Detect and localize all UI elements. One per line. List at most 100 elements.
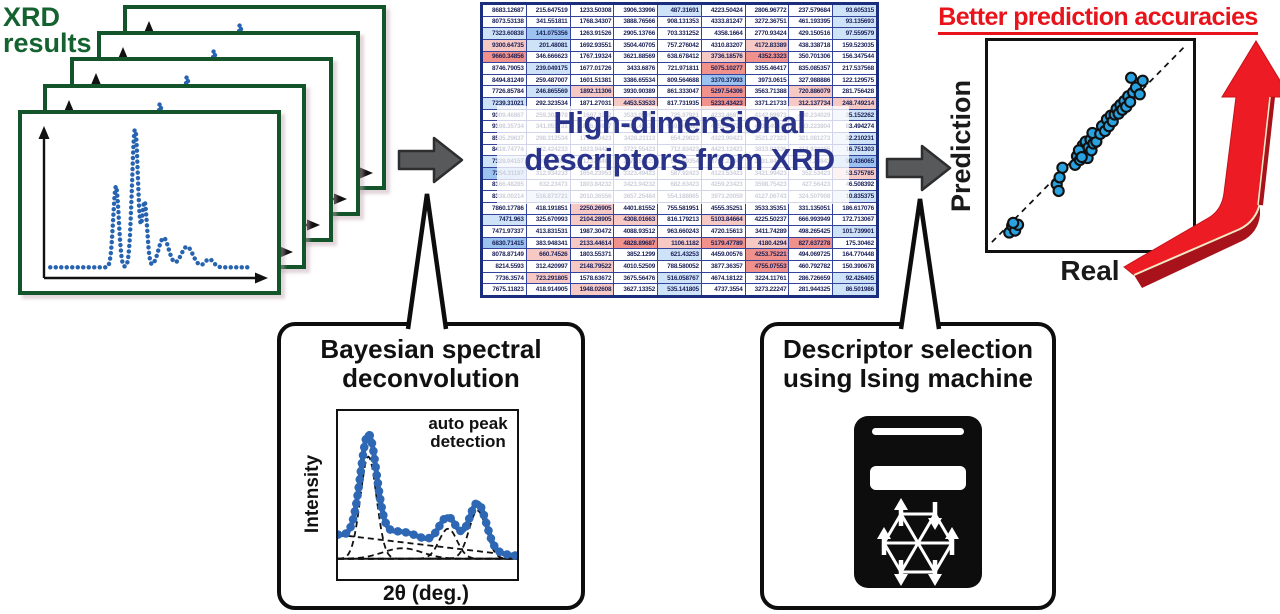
table-cell: 788.580052 — [658, 261, 701, 272]
table-cell: 5179.47789 — [701, 237, 745, 249]
table-cell: 3973.0615 — [745, 74, 789, 86]
table-cell: 3273.22247 — [745, 284, 789, 295]
table-cell: 186.617076 — [833, 202, 876, 214]
table-cell: 660.74526 — [526, 249, 570, 261]
table-cell: 325.670993 — [526, 214, 570, 226]
table-cell: 755.581951 — [658, 202, 701, 214]
table-cell: 350.701306 — [789, 51, 833, 63]
table-cell: 53.575785 — [833, 167, 876, 179]
table-cell: 164.770448 — [833, 249, 876, 261]
table-cell: 4308.01663 — [614, 214, 658, 226]
bayesian-callout-tail — [405, 193, 449, 330]
table-cell: 1106.1182 — [658, 237, 701, 249]
table-cell: 963.660243 — [658, 226, 701, 237]
auto-peak-annotation: auto peak detection — [428, 414, 508, 451]
table-cell: 8683.12687 — [483, 5, 526, 16]
table-cell: 413.831531 — [526, 226, 570, 237]
table-cell: 4755.07553 — [745, 261, 789, 272]
table-cell: 4358.1664 — [701, 28, 745, 39]
table-cell: 666.993949 — [789, 214, 833, 226]
table-cell: 720.886079 — [789, 86, 833, 98]
table-cell: 83.494274 — [833, 121, 876, 133]
table-cell: 4225.50237 — [745, 214, 789, 226]
table-cell: 7323.60838 — [483, 28, 526, 39]
table-cell: 93.605315 — [833, 5, 876, 16]
table-cell: 723.291805 — [526, 272, 570, 284]
scatter-canvas — [991, 45, 1186, 243]
table-cell: 438.338718 — [789, 39, 833, 51]
table-cell: 5103.84664 — [701, 214, 745, 226]
table-cell: 248.749214 — [833, 98, 876, 109]
table-cell: 175.30462 — [833, 237, 876, 249]
table-cell: 346.666623 — [526, 51, 570, 63]
scatter-points — [991, 45, 1186, 243]
table-cell: 1263.91526 — [570, 28, 614, 39]
table-cell: 237.579684 — [789, 5, 833, 16]
table-cell: 3272.36751 — [745, 16, 789, 28]
table-cell: 331.135051 — [789, 202, 833, 214]
table-cell: 86.501986 — [833, 284, 876, 295]
table-cell: 286.726659 — [789, 272, 833, 284]
xrd-spectrum-plot — [38, 126, 268, 284]
table-cell: 150.390678 — [833, 261, 876, 272]
table-cell: 3627.13352 — [614, 284, 658, 295]
xrd-panel — [18, 110, 281, 295]
table-cell: 122.129575 — [833, 74, 876, 86]
table-cell: 281.756428 — [833, 86, 876, 98]
table-cell: 7239.31021 — [483, 98, 526, 109]
table-cell: 8494.81249 — [483, 74, 526, 86]
table-cell: 281.944325 — [789, 284, 833, 295]
table-cell: 721.971811 — [658, 63, 701, 74]
table-cell: 418.914905 — [526, 284, 570, 295]
table-cell: 4459.00576 — [701, 249, 745, 261]
table-cell: 494.069725 — [789, 249, 833, 261]
table-cell: 498.265425 — [789, 226, 833, 237]
table-cell: 861.333047 — [658, 86, 701, 98]
table-cell: 5233.43423 — [701, 98, 745, 109]
table-cell: 1803.55371 — [570, 249, 614, 261]
table-cell: 5297.54306 — [701, 86, 745, 98]
table-cell: 4333.81247 — [701, 16, 745, 28]
table-cell: 7736.3574 — [483, 272, 526, 284]
table-cell: 1768.34307 — [570, 16, 614, 28]
table-cell: 2148.79522 — [570, 261, 614, 272]
table-cell: 246.865569 — [526, 86, 570, 98]
table-cell: 7471.963 — [483, 214, 526, 226]
table-cell: 3371.21733 — [745, 98, 789, 109]
table-cell: 2250.26905 — [570, 202, 614, 214]
table-cell: 3877.36357 — [701, 261, 745, 272]
table-cell: 4010.52509 — [614, 261, 658, 272]
table-cell: 7860.17786 — [483, 202, 526, 214]
table-cell: 3930.90389 — [614, 86, 658, 98]
table-cell: 2133.44614 — [570, 237, 614, 249]
ising-machine-icon — [854, 416, 982, 588]
table-cell: 312.137734 — [789, 98, 833, 109]
machine-drive-slot-icon — [870, 466, 966, 490]
table-cell: 156.347544 — [833, 51, 876, 63]
table-cell: 8746.79053 — [483, 63, 526, 74]
table-cell: 3888.76566 — [614, 16, 658, 28]
table-cell: 8073.53138 — [483, 16, 526, 28]
table-cell: 92.426405 — [833, 272, 876, 284]
table-cell: 7675.11823 — [483, 284, 526, 295]
table-cell: 1948.02608 — [570, 284, 614, 295]
table-cell: 35.152262 — [833, 109, 876, 121]
table-cell: 621.43253 — [658, 249, 701, 261]
table-title: High-dimensional descriptors from XRD — [480, 104, 879, 178]
deconvolution-plot: auto peak detection — [336, 409, 519, 581]
table-cell: 418.191851 — [526, 202, 570, 214]
table-cell: 908.131353 — [658, 16, 701, 28]
prediction-axis-label: Prediction — [946, 79, 976, 213]
table-cell: 461.193395 — [789, 16, 833, 28]
table-cell: 817.731935 — [658, 98, 701, 109]
ising-callout-tail — [898, 198, 942, 330]
deconvolution-curves — [338, 428, 517, 560]
table-cell: 1892.11306 — [570, 86, 614, 98]
flow-arrow-icon — [397, 136, 464, 184]
table-cell: 2806.96772 — [745, 5, 789, 16]
xrd-results-label: XRD results — [3, 4, 92, 57]
table-cell: 141.075356 — [526, 28, 570, 39]
table-cell: 3621.88569 — [614, 51, 658, 63]
table-cell: 4737.3554 — [701, 284, 745, 295]
table-cell: 3504.40705 — [614, 39, 658, 51]
